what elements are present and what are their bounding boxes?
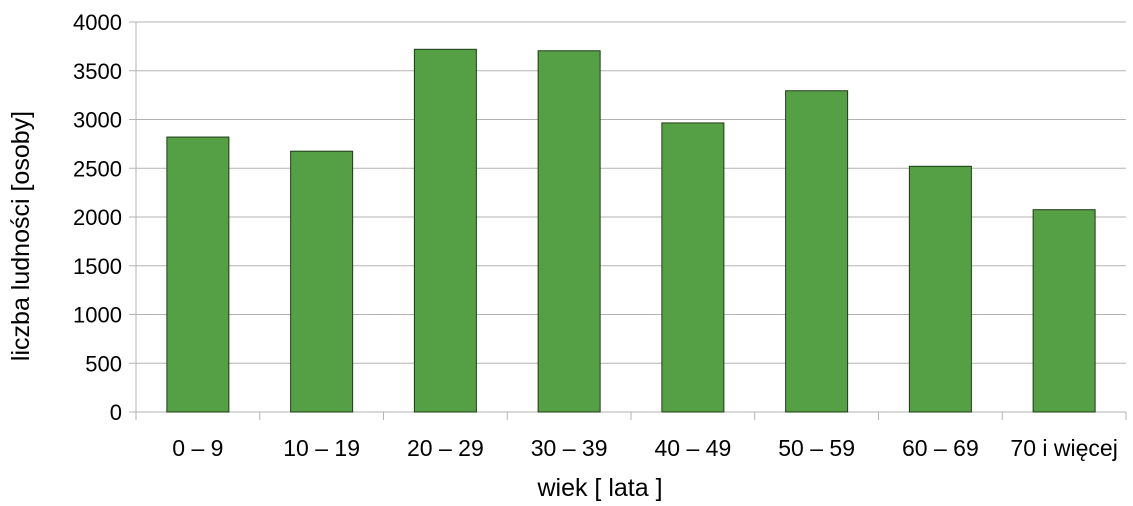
y-tick-label: 2500 [73,156,122,181]
y-tick-label: 500 [85,351,122,376]
bars [166,48,1096,413]
y-tick-label: 2000 [73,205,122,230]
x-tick-label: 20 – 29 [407,435,484,461]
x-tick-label: 70 i więcej [1010,435,1117,461]
y-tick-label: 4000 [73,10,122,35]
x-tick-label: 0 – 9 [172,435,223,461]
bar [413,48,477,413]
x-tick-label: 60 – 69 [902,435,979,461]
y-tick-label: 1000 [73,303,122,328]
y-tick-label: 0 [110,400,122,425]
y-tick-label: 3000 [73,108,122,133]
x-tick-labels: 0 – 9 10 – 19 20 – 29 30 – 39 40 – 49 50 – 59… [172,435,1118,461]
y-tick-labels: 0 500 1000 1500 2000 2500 3000 3500 4000 [73,10,122,425]
x-tick-label: 10 – 19 [283,435,360,461]
bar [661,122,725,413]
x-tick-label: 40 – 49 [655,435,732,461]
x-tick-label: 50 – 59 [778,435,855,461]
bar [908,165,972,413]
bar [785,90,849,413]
bar [1032,209,1096,413]
y-tick-label: 1500 [73,254,122,279]
y-tick-label: 3500 [73,59,122,84]
axes [129,21,1127,420]
bar [290,150,354,413]
x-axis-title: wiek [ lata ] [536,474,662,502]
x-tick-label: 30 – 39 [531,435,608,461]
gridlines [136,21,1126,364]
bar [537,50,601,413]
y-axis-title: liczba ludności [osoby] [7,111,35,361]
bar [166,136,230,413]
